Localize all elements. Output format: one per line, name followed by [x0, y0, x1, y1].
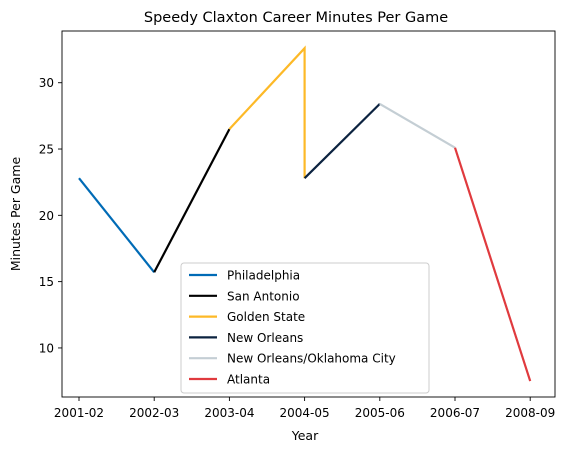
- y-tick-label: 15: [39, 275, 54, 289]
- y-tick-label: 20: [39, 209, 54, 223]
- x-tick-label: 2006-07: [430, 406, 480, 420]
- x-axis-label: Year: [291, 428, 319, 443]
- x-tick-label: 2008-09: [505, 406, 555, 420]
- y-axis-ticks: 10 15 20 25 30: [39, 76, 62, 355]
- y-axis-label: Minutes Per Game: [8, 157, 23, 272]
- chart-title: Speedy Claxton Career Minutes Per Game: [144, 10, 448, 26]
- legend-label: Atlanta: [227, 373, 270, 387]
- x-tick-label: 2004-05: [280, 406, 330, 420]
- x-tick-label: 2001-02: [54, 406, 104, 420]
- series-line-3: [303, 103, 381, 179]
- legend-label: New Orleans: [227, 331, 303, 345]
- series-layer: [78, 45, 532, 382]
- x-axis-ticks: 2001-02 2002-03 2003-04 2004-05 2005-06 2006-…: [54, 397, 555, 420]
- legend-label: San Antonio: [227, 289, 300, 303]
- legend: Philadelphia San Antonio Golden State New O…: [180, 262, 430, 394]
- x-tick-label: 2005-06: [355, 406, 405, 420]
- y-tick-label: 10: [39, 341, 54, 355]
- series-line-4: [379, 102, 456, 149]
- x-tick-label: 2003-04: [204, 406, 254, 420]
- y-tick-label: 30: [39, 76, 54, 90]
- series-line-0: [78, 177, 156, 273]
- legend-label: Philadelphia: [227, 269, 300, 283]
- series-line-1: [153, 128, 231, 273]
- y-tick-label: 25: [39, 143, 54, 157]
- legend-label: Golden State: [227, 310, 305, 324]
- plot-frame: [61, 30, 556, 398]
- x-tick-label: 2002-03: [129, 406, 179, 420]
- legend-label: New Orleans/Oklahoma City: [227, 352, 396, 366]
- series-line-2: [228, 45, 306, 179]
- legend-box: [180, 262, 430, 394]
- series-line-5: [453, 147, 532, 382]
